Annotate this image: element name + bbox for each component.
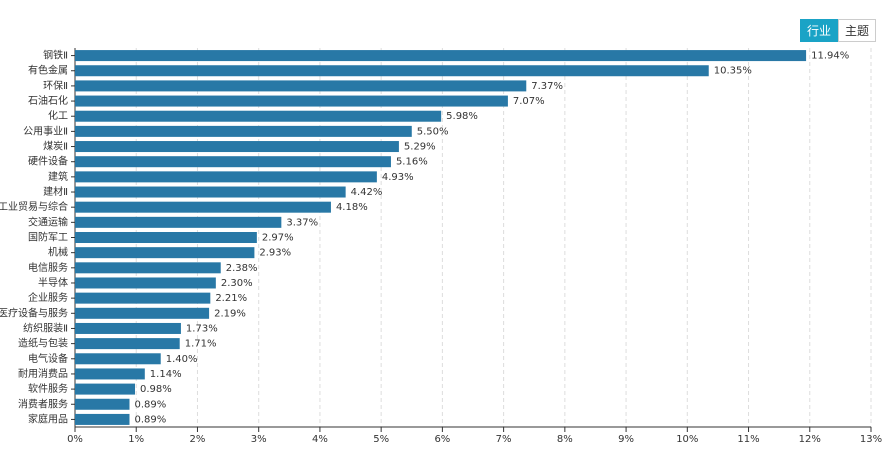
- x-tick-label: 1%: [128, 434, 144, 445]
- y-tick-label: 工业贸易与综合: [0, 200, 68, 213]
- value-label: 0.89%: [134, 399, 166, 410]
- y-tick-label: 环保Ⅱ: [43, 79, 68, 92]
- y-tick-label: 硬件设备: [28, 155, 68, 168]
- y-tick-label: 有色金属: [28, 64, 68, 77]
- x-tick-label: 10%: [676, 434, 698, 445]
- bar: [75, 171, 377, 183]
- x-tick-label: 8%: [557, 434, 573, 445]
- bar: [75, 95, 508, 107]
- y-tick-label: 公用事业Ⅱ: [23, 124, 68, 137]
- y-tick-label: 电信服务: [28, 261, 68, 274]
- bar: [75, 292, 211, 304]
- x-tick-label: 5%: [373, 434, 389, 445]
- value-label: 1.40%: [166, 354, 198, 365]
- bar: [75, 201, 331, 213]
- y-tick-label: 软件服务: [28, 382, 68, 395]
- value-label: 4.93%: [382, 172, 414, 183]
- tab[interactable]: 行业: [800, 19, 839, 42]
- value-label: 0.89%: [134, 414, 166, 425]
- x-tick-label: 2%: [190, 434, 206, 445]
- y-tick-label: 企业服务: [28, 291, 68, 304]
- y-tick-label: 电气设备: [28, 352, 68, 365]
- x-tick-label: 11%: [737, 434, 759, 445]
- value-label: 7.37%: [531, 81, 563, 92]
- y-tick-label: 纺织服装Ⅱ: [23, 321, 68, 334]
- value-label: 5.16%: [396, 157, 428, 168]
- y-tick-label: 煤炭Ⅱ: [43, 140, 68, 153]
- value-label: 4.42%: [351, 187, 383, 198]
- bar: [75, 277, 216, 289]
- bar: [75, 216, 282, 228]
- bar: [75, 65, 709, 77]
- value-label: 2.19%: [214, 308, 246, 319]
- bar: [75, 262, 221, 274]
- y-tick-label: 机械: [48, 246, 68, 259]
- value-label: 10.35%: [714, 66, 752, 77]
- y-tick-label: 交通运输: [28, 215, 68, 228]
- bar: [75, 156, 391, 168]
- bar: [75, 232, 257, 243]
- bar: [75, 50, 807, 62]
- bar: [75, 322, 181, 334]
- bar: [75, 413, 130, 425]
- value-label: 0.98%: [140, 384, 172, 395]
- x-tick-label: 6%: [434, 434, 450, 445]
- y-tick-label: 国防军工: [28, 231, 68, 244]
- y-tick-label: 家庭用品: [28, 412, 68, 425]
- y-tick-label: 耐用消费品: [18, 367, 68, 380]
- bar: [75, 307, 210, 319]
- bar: [75, 125, 412, 137]
- x-tick-label: 4%: [312, 434, 328, 445]
- value-label: 7.07%: [513, 96, 545, 107]
- y-tick-label: 化工: [48, 109, 68, 122]
- tab[interactable]: 主题: [838, 19, 877, 42]
- bar: [75, 80, 527, 92]
- value-label: 2.21%: [215, 293, 247, 304]
- y-tick-label: 石油石化: [28, 94, 68, 107]
- value-label: 11.94%: [811, 51, 849, 62]
- y-tick-label: 建材Ⅱ: [43, 185, 68, 198]
- value-label: 1.71%: [185, 339, 217, 350]
- bar: [75, 398, 130, 410]
- value-label: 5.50%: [417, 126, 449, 137]
- x-tick-label: 12%: [799, 434, 821, 445]
- value-label: 2.93%: [259, 248, 291, 259]
- bar: [75, 338, 180, 350]
- y-tick-label: 钢铁Ⅱ: [43, 49, 68, 62]
- x-tick-label: 9%: [618, 434, 634, 445]
- bar: [75, 368, 145, 380]
- bar: [75, 110, 442, 122]
- bar: [75, 247, 255, 259]
- value-label: 4.18%: [336, 202, 368, 213]
- bar: [75, 383, 136, 395]
- x-tick-label: 3%: [251, 434, 267, 445]
- y-tick-label: 造纸与包装: [18, 337, 68, 350]
- value-label: 5.29%: [404, 142, 436, 153]
- y-tick-label: 医疗设备与服务: [0, 306, 68, 319]
- value-label: 1.73%: [186, 323, 218, 334]
- value-label: 1.14%: [150, 369, 182, 380]
- y-tick-label: 半导体: [38, 276, 68, 289]
- value-label: 2.30%: [221, 278, 253, 289]
- y-tick-label: 建筑: [48, 170, 68, 183]
- value-label: 5.98%: [446, 111, 478, 122]
- y-tick-label: 消费者服务: [18, 397, 68, 410]
- bar: [75, 141, 399, 153]
- x-tick-label: 13%: [860, 434, 882, 445]
- tab-group: 行业 主题: [800, 19, 877, 42]
- value-label: 2.97%: [262, 233, 294, 244]
- value-label: 3.37%: [286, 217, 318, 228]
- x-tick-label: 7%: [496, 434, 512, 445]
- value-label: 2.38%: [226, 263, 258, 274]
- bar: [75, 353, 161, 365]
- bar: [75, 186, 346, 198]
- x-tick-label: 0%: [67, 434, 83, 445]
